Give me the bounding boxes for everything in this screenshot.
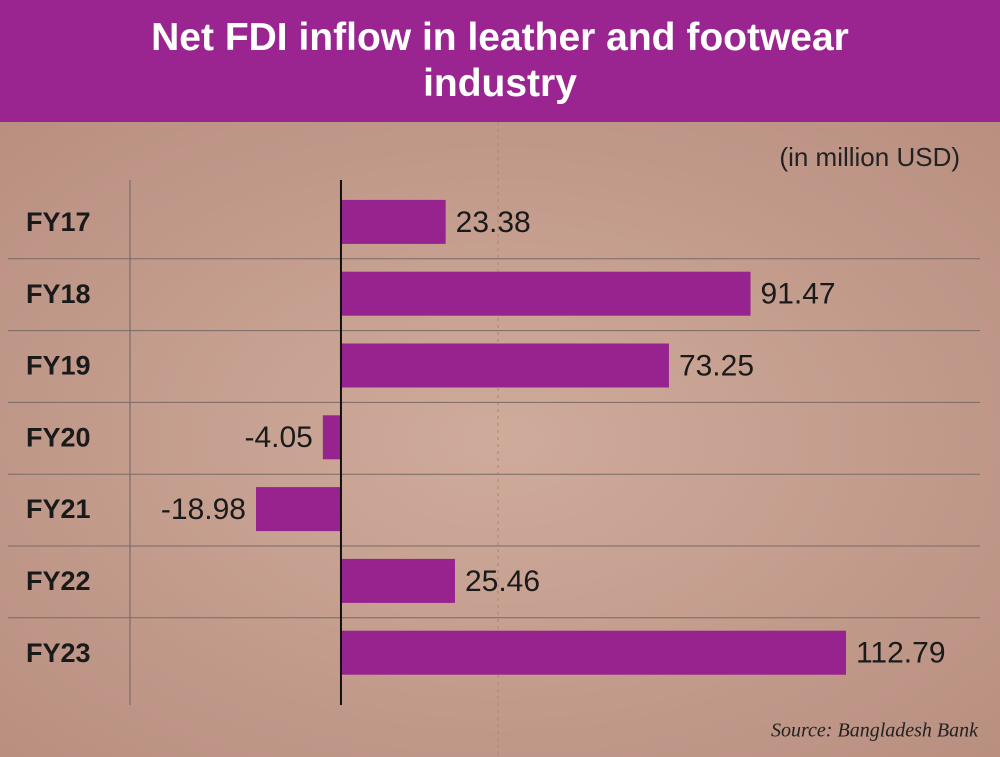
category-label: FY17 <box>26 207 91 237</box>
category-label: FY23 <box>26 638 91 668</box>
header: Net FDI inflow in leather and footwear i… <box>0 0 1000 122</box>
bar <box>340 271 751 316</box>
category-label: FY18 <box>26 279 91 309</box>
value-label: 73.25 <box>679 349 754 382</box>
value-label: -4.05 <box>244 421 312 454</box>
category-label: FY21 <box>26 494 91 524</box>
source: Source: Bangladesh Bank <box>771 720 979 742</box>
bar <box>322 415 341 460</box>
bar <box>340 343 669 388</box>
category-label: FY22 <box>26 566 91 596</box>
subtitle: (in million USD) <box>779 142 960 172</box>
bar <box>255 487 341 532</box>
bar <box>340 199 446 244</box>
bar <box>340 558 455 603</box>
value-label: -18.98 <box>161 493 246 526</box>
value-label: 23.38 <box>456 206 531 239</box>
chart-title: Net FDI inflow in leather and footwear i… <box>151 16 849 105</box>
category-label: FY19 <box>26 351 91 381</box>
bar <box>340 630 846 675</box>
value-label: 112.79 <box>856 637 946 670</box>
category-label: FY20 <box>26 422 91 452</box>
chart: (in million USD) Source: Bangladesh Bank… <box>0 122 1000 757</box>
value-label: 91.47 <box>761 278 836 311</box>
value-label: 25.46 <box>465 565 540 598</box>
